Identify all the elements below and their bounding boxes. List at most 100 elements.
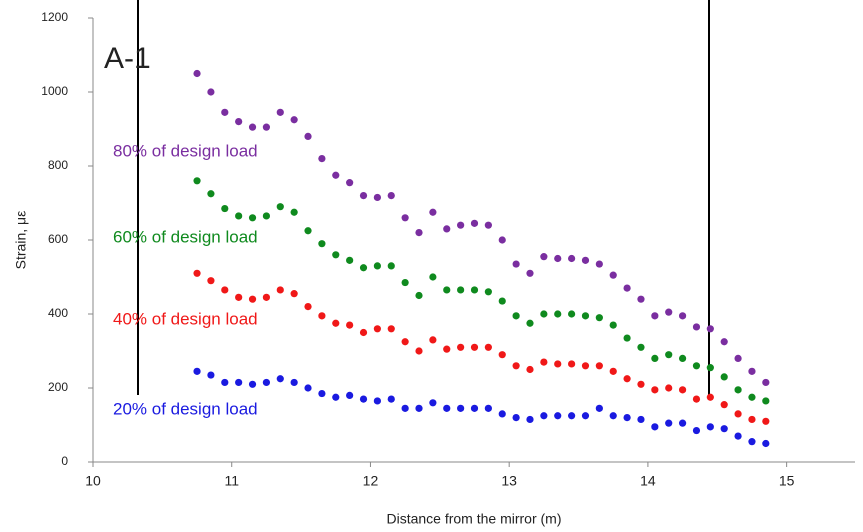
point [651, 354, 659, 362]
point [221, 378, 229, 387]
point [387, 262, 395, 270]
point [568, 254, 576, 263]
point [692, 362, 701, 370]
series-label: 40% of design load [113, 309, 258, 328]
y-tick-label: 200 [48, 380, 68, 394]
point [581, 362, 590, 370]
point [248, 123, 257, 131]
point [692, 323, 701, 331]
point [554, 360, 562, 368]
point [373, 193, 381, 202]
point [651, 423, 659, 431]
point [554, 310, 562, 318]
point [706, 364, 714, 372]
point [221, 204, 229, 213]
point [651, 386, 659, 394]
point [748, 367, 756, 375]
point [734, 386, 742, 394]
point [581, 412, 590, 420]
point [262, 293, 271, 301]
point [692, 395, 701, 403]
point [262, 212, 271, 220]
point [443, 404, 451, 412]
x-tick-label: 13 [501, 473, 517, 489]
x-tick-label: 14 [640, 473, 656, 489]
point [678, 354, 687, 362]
point [581, 312, 590, 320]
point [498, 236, 506, 244]
point [304, 227, 312, 235]
point [304, 303, 312, 311]
point [720, 338, 728, 346]
y-tick-label: 1200 [41, 10, 68, 24]
point [332, 171, 340, 179]
point [248, 295, 257, 303]
point [595, 314, 603, 322]
point [290, 208, 298, 216]
point [193, 269, 201, 277]
point [568, 310, 576, 318]
point [734, 354, 742, 362]
point [623, 414, 631, 422]
point [568, 412, 576, 420]
y-tick-label: 400 [48, 306, 68, 320]
point [235, 378, 243, 387]
point [637, 415, 645, 424]
series-label: 60% of design load [113, 227, 258, 246]
point [207, 190, 215, 198]
point [373, 262, 381, 270]
point [623, 334, 631, 342]
point [692, 426, 701, 435]
point [415, 291, 423, 300]
point [512, 414, 520, 422]
point [457, 343, 465, 351]
point [318, 312, 326, 320]
point [235, 212, 243, 220]
point [651, 312, 659, 320]
point [429, 208, 437, 216]
x-axis-label: Distance from the mirror (m) [386, 511, 561, 527]
point [609, 412, 617, 420]
point [637, 343, 645, 351]
y-tick-label: 1000 [41, 84, 68, 98]
point [359, 264, 368, 272]
point [415, 404, 423, 412]
point [665, 308, 673, 316]
point [706, 423, 714, 431]
point [665, 384, 673, 392]
point [290, 290, 298, 298]
point [429, 336, 437, 344]
point [678, 312, 687, 320]
point [540, 358, 548, 366]
point [720, 373, 728, 381]
point [595, 362, 603, 370]
point [207, 88, 215, 96]
point [346, 391, 354, 399]
point [665, 419, 673, 427]
point [762, 378, 770, 387]
point [429, 273, 437, 281]
point [387, 192, 395, 200]
point [207, 277, 215, 285]
point [720, 401, 728, 409]
point [512, 312, 520, 320]
point [484, 404, 492, 412]
y-tick-label: 600 [48, 232, 68, 246]
point [318, 240, 326, 248]
point [706, 393, 714, 401]
series-label: 20% of design load [113, 399, 258, 418]
point [540, 412, 548, 420]
point [415, 229, 423, 237]
point [665, 351, 673, 359]
point [401, 404, 409, 412]
point [443, 225, 451, 233]
point [470, 343, 479, 351]
point [193, 69, 201, 78]
point [720, 425, 728, 433]
point [401, 214, 409, 222]
x-tick-label: 12 [363, 473, 379, 489]
point [346, 256, 354, 264]
point [762, 397, 770, 405]
point [609, 321, 617, 329]
point [304, 132, 312, 140]
